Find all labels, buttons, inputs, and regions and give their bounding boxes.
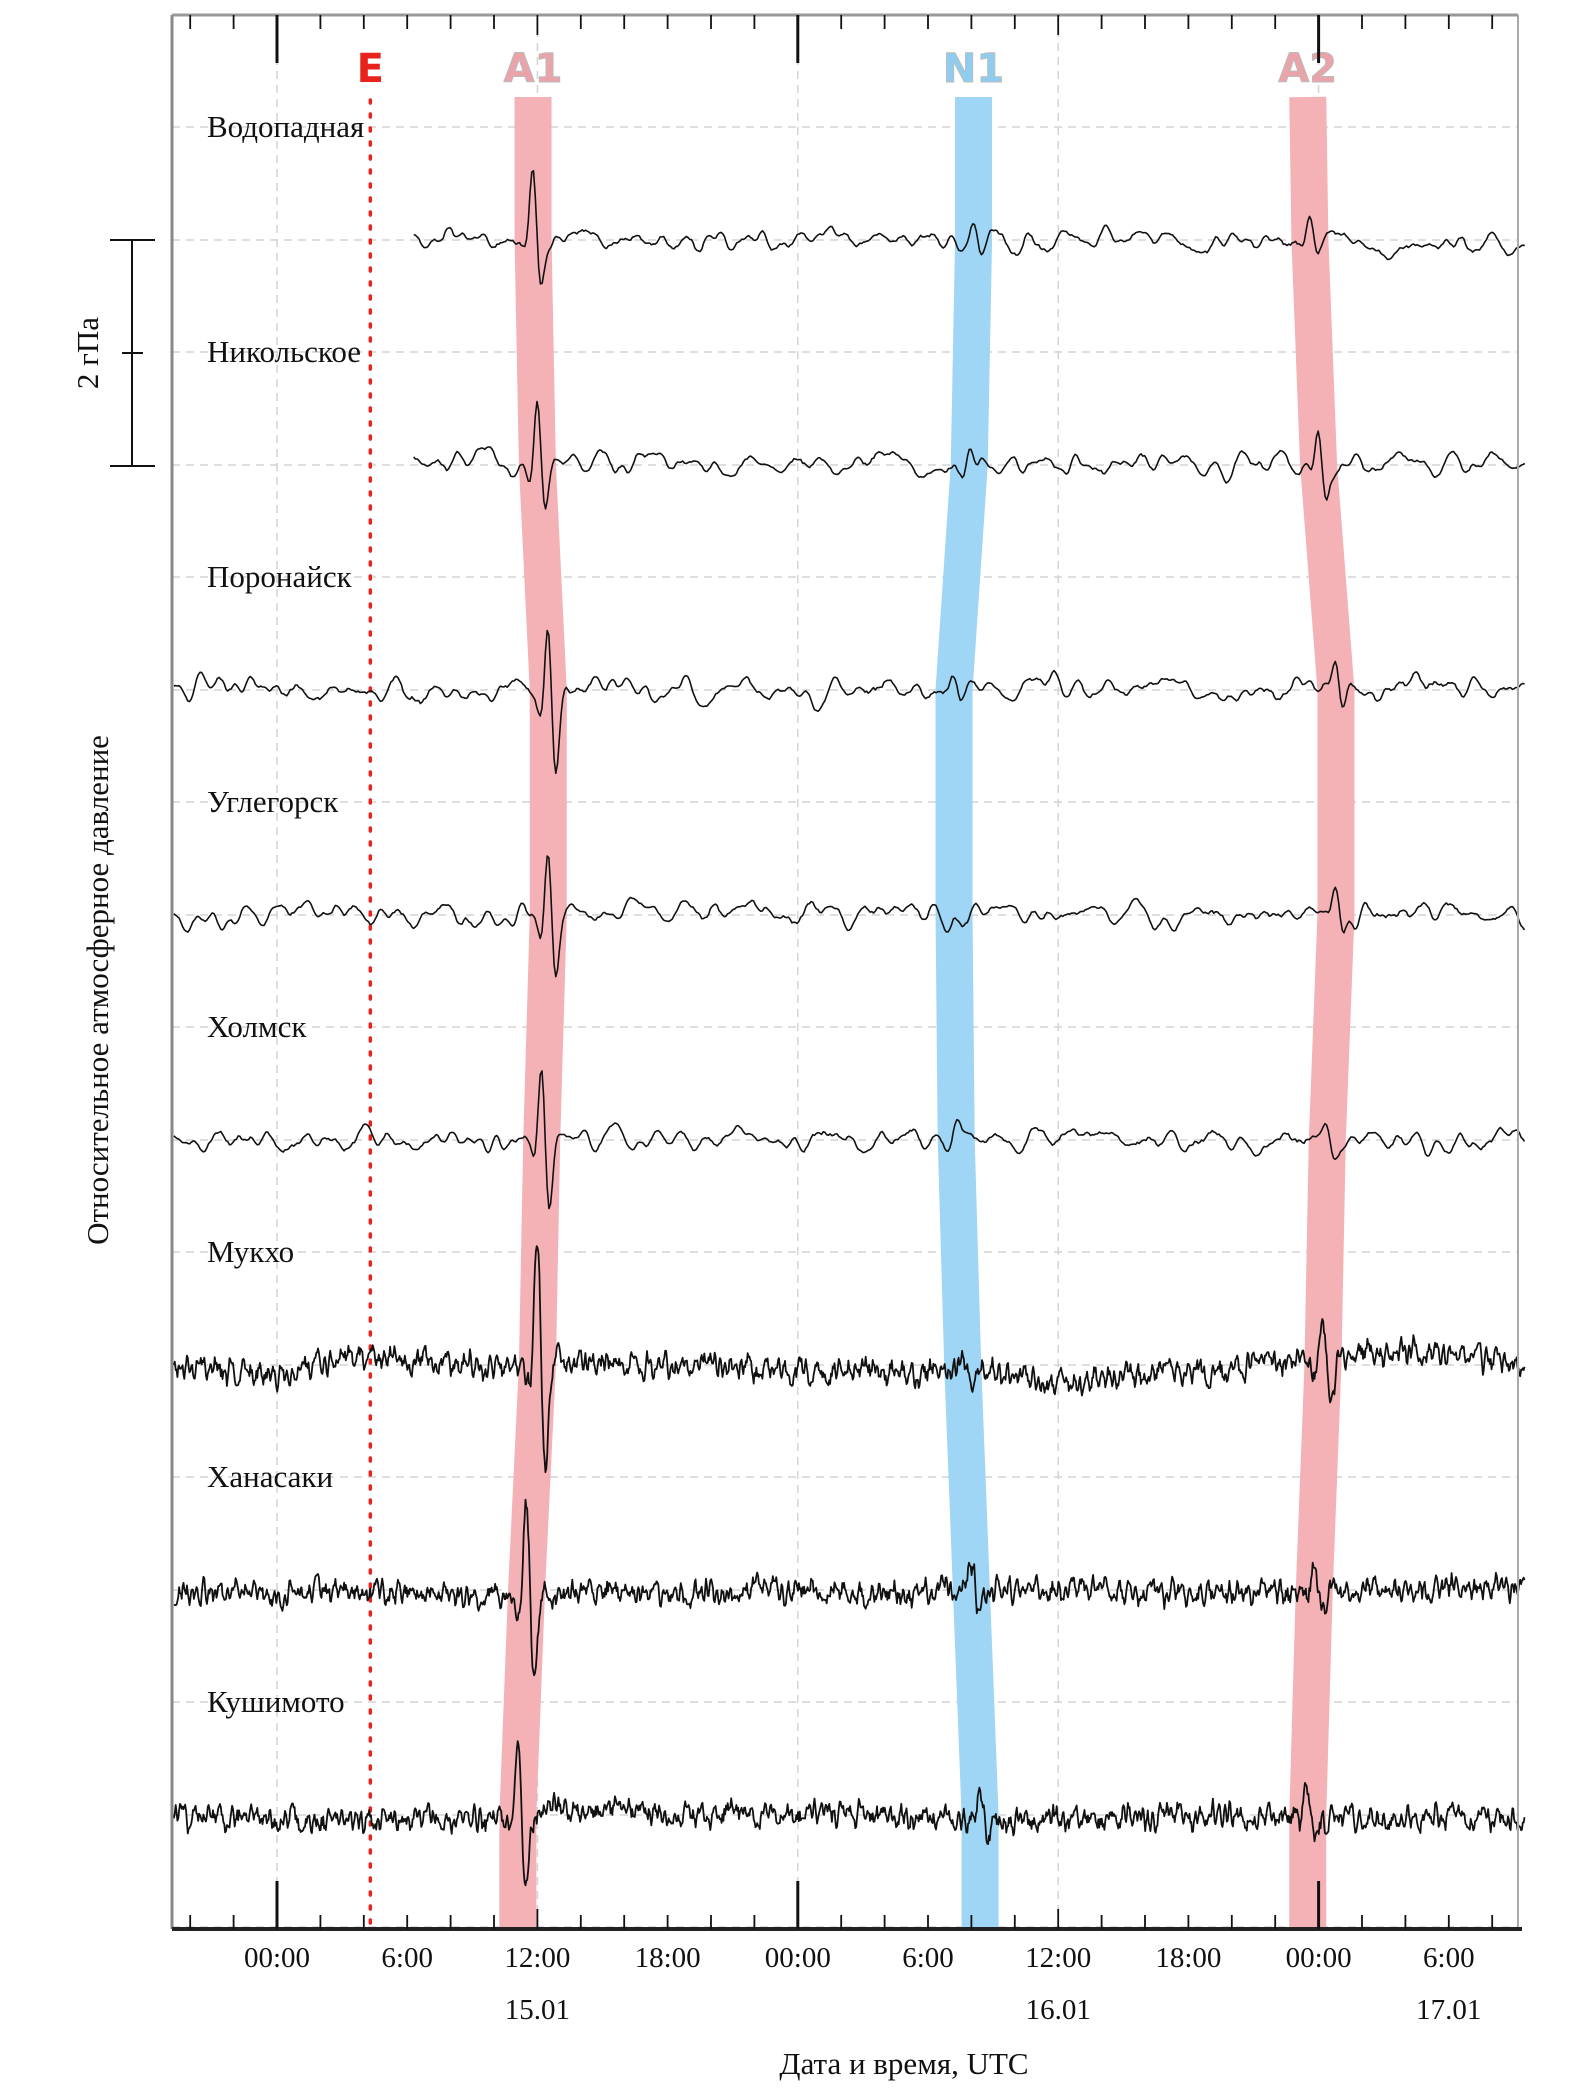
x-tick-label: 12:00: [504, 1942, 570, 1974]
arrival-band-label: A1: [504, 46, 563, 92]
trace-1: [413, 169, 1525, 285]
scale-bar-label: 2 гПа: [70, 317, 105, 389]
x-tick-label: 00:00: [244, 1942, 310, 1974]
x-tick-label: 18:00: [1155, 1942, 1221, 1974]
date-label: 16.01: [1026, 1994, 1091, 2026]
x-tick-label: 18:00: [635, 1942, 701, 1974]
x-tick-label: 00:00: [765, 1942, 831, 1974]
station-label: Кушимото: [207, 1684, 345, 1719]
arrival-band-a2: [1289, 96, 1355, 1929]
x-tick-label: 6:00: [381, 1942, 433, 1974]
scale-bar: 2 гПа: [70, 239, 155, 467]
event-label: E: [357, 46, 384, 92]
arrival-band-label: N1: [943, 46, 1004, 92]
x-tick-label: 00:00: [1286, 1942, 1352, 1974]
trace-6: [173, 1245, 1526, 1474]
trace-5: [173, 1070, 1526, 1210]
station-traces: [173, 169, 1526, 1887]
x-axis-label: Дата и время, UTC: [779, 2046, 1028, 2081]
date-label: 17.01: [1416, 1994, 1481, 2026]
trace-8: [173, 1740, 1526, 1887]
event-marker: E: [357, 46, 384, 1931]
trace-7: [173, 1498, 1526, 1677]
station-label: Водопадная: [207, 109, 364, 144]
arrival-bands: A1 N1 A2: [499, 46, 1355, 1929]
station-label: Углегорск: [207, 784, 339, 819]
trace-2: [413, 400, 1526, 510]
station-label: Поронайск: [207, 559, 353, 594]
date-label: 15.01: [505, 1994, 570, 2026]
axes: 00:00 6:00 12:00 18:00 00:00 6:00 12:00 18:00 00…: [170, 13, 1522, 2026]
y-axis-label: Относительное атмосферное давление: [80, 735, 115, 1245]
arrival-band-n1: [935, 97, 999, 1929]
station-label: Никольское: [207, 334, 361, 369]
arrival-band-label: A2: [1278, 46, 1337, 92]
station-label: Ханасаки: [207, 1459, 333, 1494]
x-tick-label: 12:00: [1025, 1942, 1091, 1974]
station-label: Мукхо: [207, 1234, 294, 1269]
station-labels: Водопадная Никольское Поронайск Углегорск Хо…: [207, 109, 364, 1719]
x-tick-label: 6:00: [1423, 1942, 1475, 1974]
x-tick-label: 6:00: [902, 1942, 954, 1974]
arrival-band-a1: [499, 97, 567, 1929]
trace-4: [173, 855, 1526, 978]
trace-3: [173, 629, 1525, 775]
station-label: Холмск: [207, 1009, 307, 1044]
